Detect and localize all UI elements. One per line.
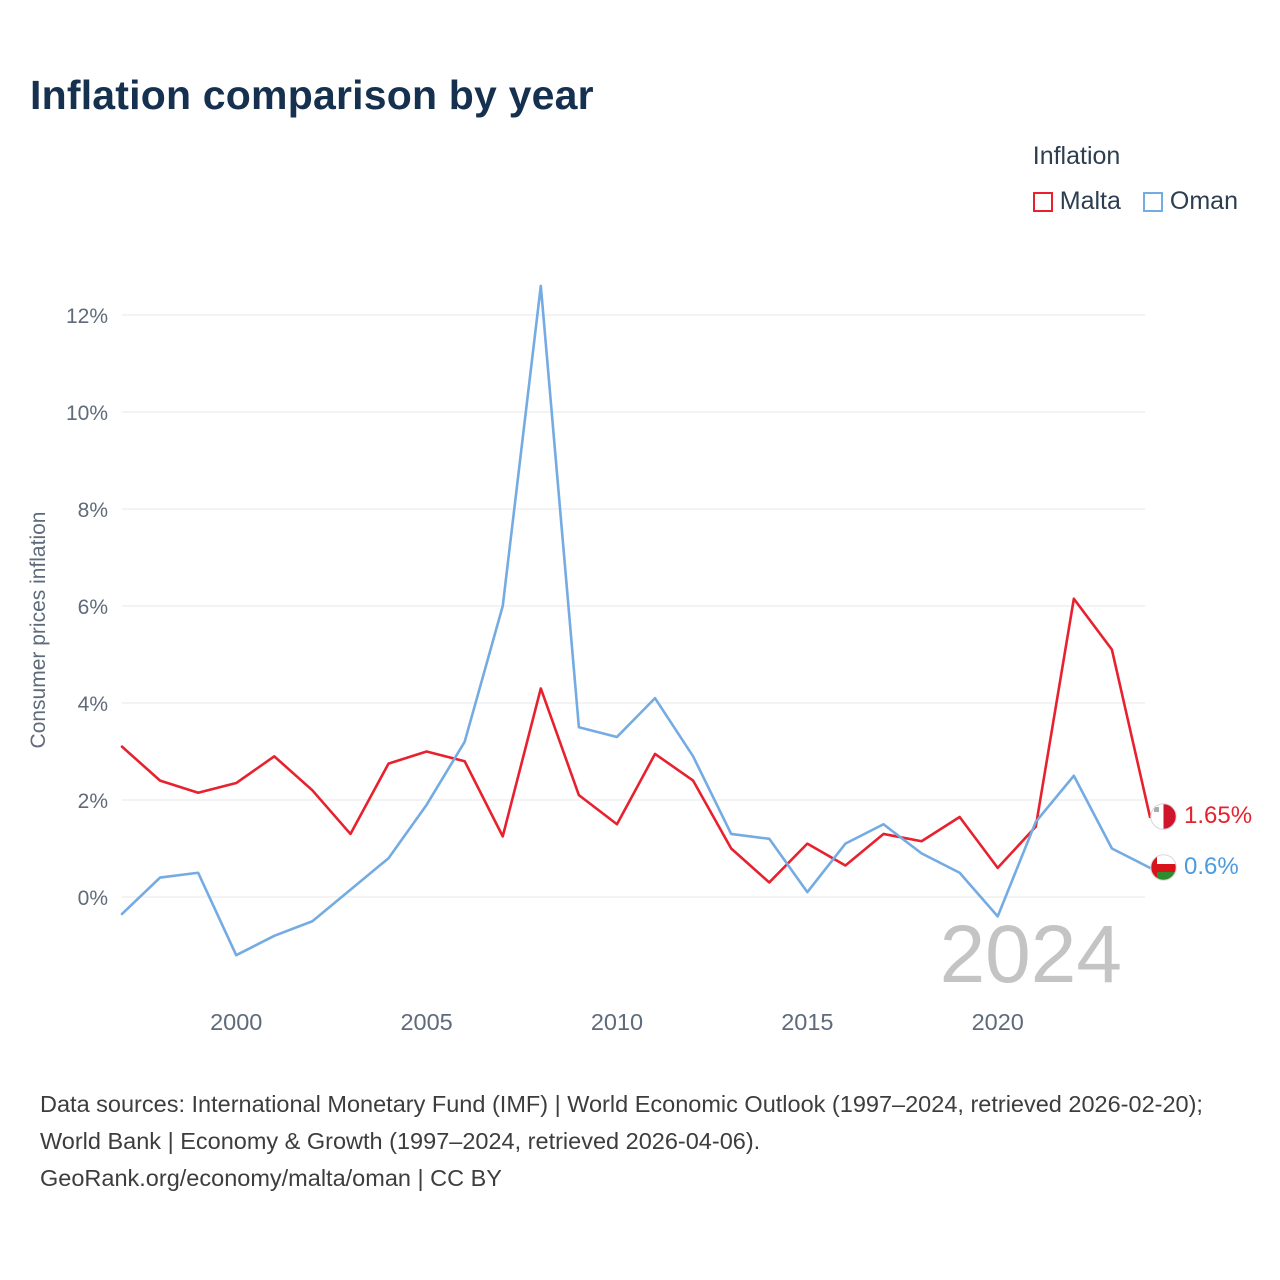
malta-flag-icon [1150,802,1177,830]
end-value-oman: 0.6% [1184,853,1239,880]
oman-swatch-icon [1142,191,1163,212]
chart-area: 0% 2% 4% 6% 8% 10% 12% 2000 2005 2010 2015 2020 Cons… [0,230,1280,1080]
y-tick-label: 12% [66,305,108,328]
x-tick-label: 2015 [781,1009,833,1035]
malta-swatch-icon [1032,191,1053,212]
legend-label-malta: Malta [1059,187,1121,215]
y-tick-label: 8% [78,499,108,522]
malta-line [120,597,1152,884]
attribution-link[interactable]: GeoRank.org/economy/malta/oman | CC BY [40,1165,502,1191]
end-value-malta: 1.65% [1184,802,1253,829]
year-watermark: 2024 [940,909,1122,1000]
legend-label-oman: Oman [1169,187,1238,215]
oman-flag-icon [1150,853,1177,881]
data-sources-text: Data sources: International Monetary Fun… [40,1091,1203,1154]
x-tick-label: 2020 [972,1009,1024,1035]
legend-item-oman[interactable]: Oman [1142,187,1238,216]
end-label-malta: 1.65% [1150,802,1252,830]
legend-title: Inflation [1032,142,1121,170]
inflation-line-chart: 0% 2% 4% 6% 8% 10% 12% 2000 2005 2010 2015 2020 Cons… [27,284,1152,1035]
x-tick-label: 2005 [400,1009,452,1035]
end-label-oman: 0.6% [1150,853,1239,881]
page-title: Inflation comparison by year [30,72,594,118]
y-tick-label: 6% [78,596,108,619]
y-tick-label: 0% [78,887,108,910]
legend: Inflation Malta Oman [1032,142,1238,216]
data-sources-footer: Data sources: International Monetary Fun… [40,1086,1248,1197]
y-axis-label: Consumer prices inflation [27,512,50,749]
x-tick-label: 2000 [210,1009,262,1035]
legend-items: Malta Oman [1032,187,1238,216]
y-tick-label: 10% [66,402,108,425]
legend-item-malta[interactable]: Malta [1032,187,1121,216]
x-tick-label: 2010 [591,1009,643,1035]
y-tick-label: 4% [78,693,108,716]
oman-line [120,284,1152,957]
y-tick-label: 2% [78,790,108,813]
